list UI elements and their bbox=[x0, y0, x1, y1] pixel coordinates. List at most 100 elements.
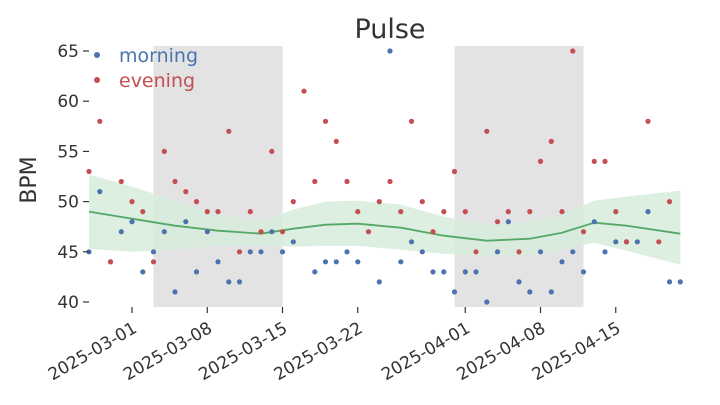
morning-point-11 bbox=[193, 269, 200, 275]
evening-point-35 bbox=[451, 168, 458, 175]
morning-point-34 bbox=[462, 269, 468, 275]
morning-point-50 bbox=[634, 239, 640, 245]
evening-point-46 bbox=[570, 48, 576, 54]
morning-point-42 bbox=[548, 289, 554, 295]
evening-point-18 bbox=[269, 148, 275, 154]
evening-point-9 bbox=[172, 178, 178, 185]
morning-point-51 bbox=[645, 209, 651, 215]
morning-point-30 bbox=[419, 249, 425, 255]
morning-point-38 bbox=[505, 219, 511, 225]
evening-point-44 bbox=[548, 138, 554, 144]
morning-point-14 bbox=[226, 279, 232, 285]
morning-point-12 bbox=[204, 229, 210, 235]
evening-point-8 bbox=[161, 148, 167, 154]
evening-point-16 bbox=[247, 209, 253, 215]
evening-point-17 bbox=[258, 229, 264, 235]
confidence-band bbox=[89, 174, 681, 265]
morning-point-25 bbox=[355, 259, 361, 265]
evening-point-12 bbox=[204, 209, 210, 215]
morning-point-6 bbox=[140, 269, 146, 275]
evening-point-49 bbox=[602, 158, 608, 164]
morning-point-36 bbox=[484, 299, 490, 305]
evening-point-24 bbox=[333, 138, 339, 144]
morning-point-52 bbox=[666, 279, 673, 285]
evening-point-31 bbox=[408, 118, 415, 124]
morning-point-22 bbox=[322, 259, 329, 265]
evening-point-43 bbox=[537, 158, 544, 164]
evening-point-51 bbox=[623, 239, 630, 245]
evening-point-5 bbox=[129, 199, 135, 205]
evening-point-33 bbox=[430, 229, 436, 235]
morning-point-32 bbox=[441, 269, 447, 275]
evening-point-22 bbox=[312, 178, 318, 185]
evening-point-52 bbox=[645, 118, 651, 124]
evening-point-25 bbox=[344, 178, 350, 185]
morning-point-15 bbox=[236, 279, 243, 285]
evening-point-34 bbox=[441, 209, 447, 215]
y-axis: 40 45 50 55 60 65 bbox=[57, 42, 89, 313]
evening-point-41 bbox=[516, 249, 522, 255]
morning-point-53 bbox=[677, 279, 683, 285]
morning-point-2 bbox=[97, 189, 103, 195]
morning-point-7 bbox=[150, 249, 157, 255]
morning-point-21 bbox=[312, 269, 318, 275]
morning-point-8 bbox=[161, 229, 167, 235]
legend-marker-morning bbox=[94, 52, 100, 58]
morning-point-4 bbox=[118, 229, 124, 235]
data-points bbox=[86, 48, 683, 305]
evening-point-3 bbox=[107, 259, 114, 265]
evening-point-15 bbox=[236, 249, 243, 255]
morning-point-27 bbox=[387, 48, 393, 54]
y-tick-label-65: 65 bbox=[57, 42, 79, 62]
morning-point-31 bbox=[430, 269, 436, 275]
evening-point-2 bbox=[97, 118, 103, 124]
evening-point-42 bbox=[527, 209, 533, 215]
morning-point-18 bbox=[269, 229, 275, 235]
evening-point-30 bbox=[398, 209, 404, 215]
evening-point-40 bbox=[505, 209, 511, 215]
morning-point-28 bbox=[398, 259, 404, 265]
evening-point-32 bbox=[419, 199, 425, 205]
evening-point-10 bbox=[183, 189, 189, 195]
y-tick-label-40: 40 bbox=[57, 293, 79, 313]
morning-point-5 bbox=[129, 219, 135, 225]
evening-point-20 bbox=[290, 199, 296, 205]
shaded-range-2 bbox=[454, 46, 584, 307]
evening-point-21 bbox=[301, 88, 307, 94]
morning-point-35 bbox=[473, 269, 479, 275]
morning-point-10 bbox=[183, 219, 189, 225]
morning-point-24 bbox=[344, 249, 350, 255]
morning-point-33 bbox=[451, 289, 458, 295]
evening-point-6 bbox=[140, 209, 146, 215]
trend-line bbox=[88, 210, 681, 242]
y-tick-label-55: 55 bbox=[57, 142, 79, 162]
morning-point-13 bbox=[215, 259, 221, 265]
morning-point-45 bbox=[580, 269, 587, 275]
evening-point-50 bbox=[613, 209, 619, 215]
evening-point-29 bbox=[387, 178, 393, 185]
evening-point-13 bbox=[215, 209, 221, 215]
morning-point-41 bbox=[537, 249, 544, 255]
morning-point-39 bbox=[516, 279, 522, 285]
evening-point-54 bbox=[666, 199, 673, 205]
evening-point-39 bbox=[494, 219, 501, 225]
legend-marker-evening bbox=[94, 77, 100, 83]
morning-point-46 bbox=[591, 219, 597, 225]
evening-point-14 bbox=[226, 128, 232, 134]
morning-point-16 bbox=[247, 249, 253, 255]
morning-point-40 bbox=[527, 289, 533, 295]
evening-point-11 bbox=[193, 199, 200, 205]
evening-point-36 bbox=[462, 209, 468, 215]
morning-point-29 bbox=[408, 239, 415, 245]
evening-point-19 bbox=[279, 229, 286, 235]
y-tick-label-50: 50 bbox=[57, 193, 79, 213]
trend-line-path bbox=[88, 210, 681, 242]
legend-label-morning: morning bbox=[119, 45, 198, 67]
chart-title: Pulse bbox=[354, 14, 425, 45]
morning-point-20 bbox=[290, 239, 296, 245]
evening-point-28 bbox=[376, 199, 382, 205]
evening-point-53 bbox=[656, 239, 662, 245]
y-tick-label-45: 45 bbox=[57, 243, 79, 263]
evening-point-48 bbox=[591, 158, 597, 164]
